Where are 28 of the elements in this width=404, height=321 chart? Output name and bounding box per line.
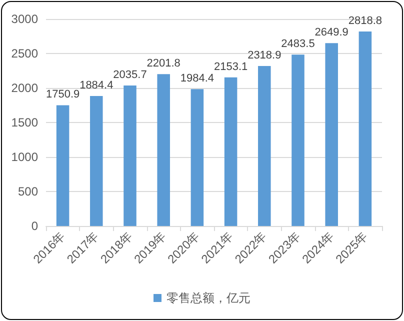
y-tick-label: 2000 xyxy=(11,81,38,95)
data-label: 2153.1 xyxy=(214,60,248,73)
data-label: 2649.9 xyxy=(314,26,348,39)
y-tick-label: 2500 xyxy=(11,46,38,60)
bar xyxy=(292,54,304,226)
bar xyxy=(358,32,372,226)
y-tick-label: 0 xyxy=(31,219,38,233)
bar xyxy=(190,89,204,226)
bar xyxy=(258,66,271,226)
y-tick-label: 3000 xyxy=(11,12,38,26)
data-label: 1984.4 xyxy=(180,72,214,85)
bar xyxy=(56,105,70,226)
data-label: 1750.9 xyxy=(46,88,80,101)
data-label: 1884.4 xyxy=(80,79,114,92)
bar xyxy=(124,86,136,226)
data-label: 2818.8 xyxy=(348,15,382,28)
data-label: 2201.8 xyxy=(146,58,180,70)
y-tick-label: 500 xyxy=(18,184,38,198)
data-label: 2318.9 xyxy=(248,49,282,62)
bar xyxy=(90,96,103,226)
data-label: 2483.5 xyxy=(281,38,315,50)
y-tick-label: 1000 xyxy=(11,150,38,164)
data-label: 2035.7 xyxy=(113,69,147,82)
bar xyxy=(224,77,238,226)
legend-label: 零售总额，亿元 xyxy=(166,291,250,305)
y-tick-label: 1500 xyxy=(11,116,38,130)
bar xyxy=(325,43,338,226)
bar xyxy=(157,74,170,226)
